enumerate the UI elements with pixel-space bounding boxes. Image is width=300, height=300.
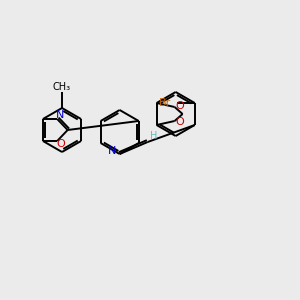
Text: H: H [150,131,157,141]
Text: O: O [57,139,66,149]
Text: CH₃: CH₃ [53,82,71,92]
Text: N: N [56,110,64,120]
Text: O: O [175,117,184,127]
Text: N: N [107,146,116,156]
Text: O: O [175,101,184,111]
Text: Br: Br [159,98,171,108]
